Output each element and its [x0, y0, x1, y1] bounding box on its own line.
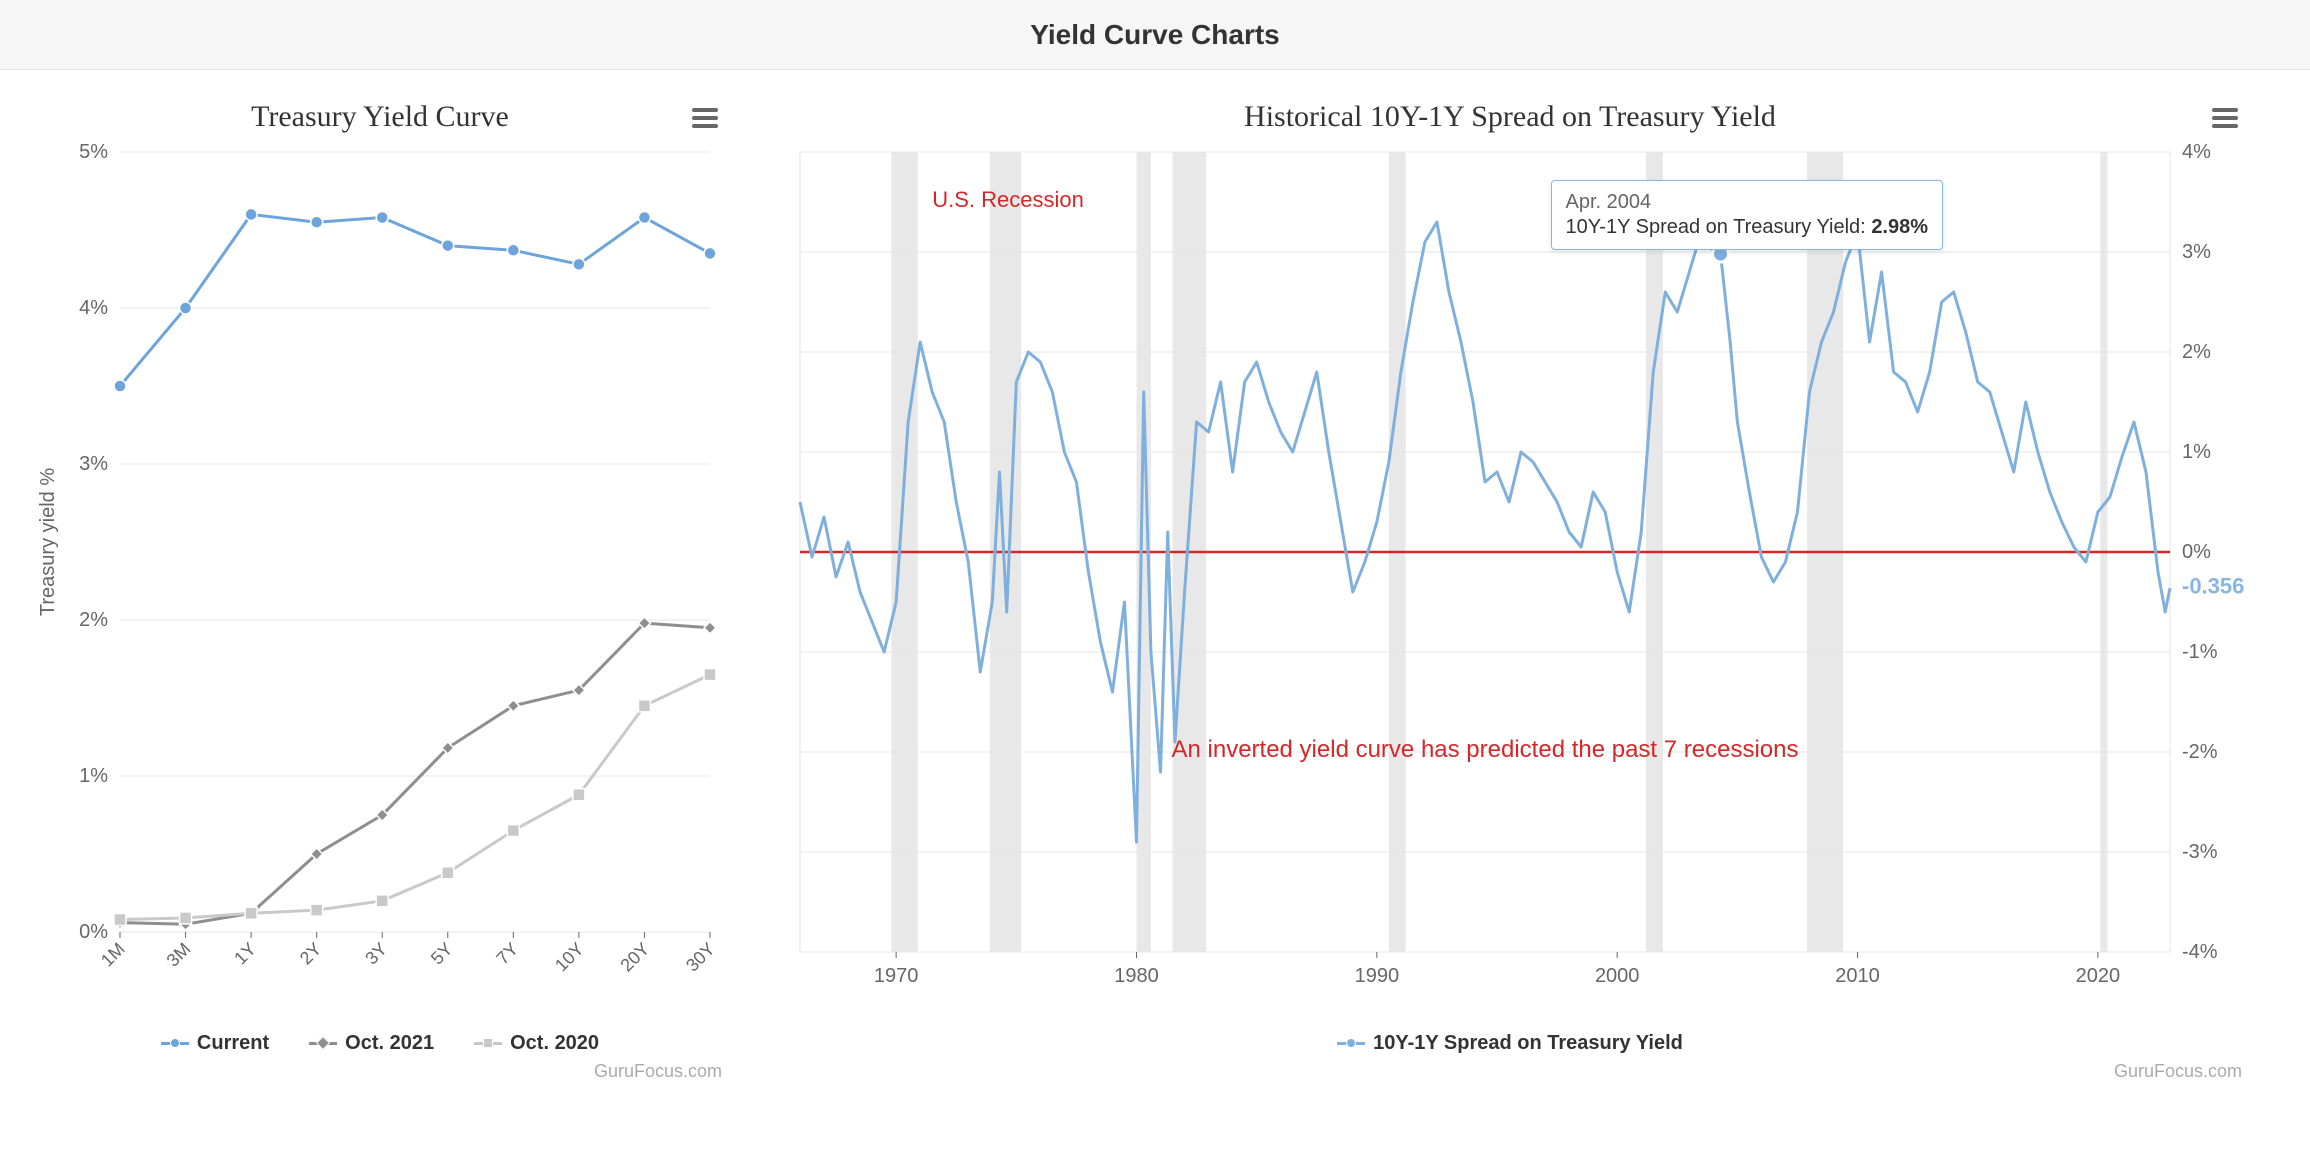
svg-text:1980: 1980	[1114, 965, 1159, 987]
svg-text:2010: 2010	[1835, 965, 1880, 987]
svg-text:2020: 2020	[2076, 965, 2121, 987]
legend-item[interactable]: Current	[161, 1032, 269, 1055]
svg-text:-1%: -1%	[2182, 641, 2218, 663]
svg-text:3M: 3M	[163, 939, 195, 971]
legend-item[interactable]: 10Y-1Y Spread on Treasury Yield	[1337, 1032, 1683, 1055]
svg-text:3Y: 3Y	[361, 939, 391, 969]
svg-text:4%: 4%	[79, 297, 108, 319]
svg-text:1%: 1%	[2182, 441, 2211, 463]
svg-text:-3%: -3%	[2182, 841, 2218, 863]
right-attribution: GuruFocus.com	[770, 1061, 2250, 1082]
tooltip-date: Apr. 2004	[1566, 191, 1929, 214]
charts-row: Treasury Yield Curve 0% 1% 2% 3% 4% 5% 1M 3M 1Y 2…	[0, 70, 2310, 1082]
historical-spread-panel: Historical 10Y-1Y Spread on Treasury Yie…	[770, 100, 2250, 1082]
svg-text:U.S. Recession: U.S. Recession	[932, 187, 1084, 212]
svg-text:3%: 3%	[79, 453, 108, 475]
left-chart-menu-icon[interactable]	[690, 104, 720, 132]
left-chart-svg: 0% 1% 2% 3% 4% 5% 1M 3M 1Y 2Y 3Y 5Y 7Y 10Y 20Y 30Y Treas…	[30, 142, 730, 1022]
legend-item[interactable]: Oct. 2020	[474, 1032, 599, 1055]
svg-text:5Y: 5Y	[427, 939, 457, 969]
svg-text:An inverted yield curve has pr: An inverted yield curve has predicted th…	[1171, 736, 1798, 763]
svg-text:2000: 2000	[1595, 965, 1640, 987]
right-chart-legend: 10Y-1Y Spread on Treasury Yield	[770, 1032, 2250, 1055]
page-header: Yield Curve Charts	[0, 0, 2310, 70]
tooltip-value: 10Y-1Y Spread on Treasury Yield: 2.98%	[1566, 216, 1929, 239]
svg-text:1970: 1970	[874, 965, 919, 987]
svg-text:Treasury yield %: Treasury yield %	[37, 468, 59, 616]
svg-text:1%: 1%	[79, 765, 108, 787]
svg-text:1Y: 1Y	[230, 939, 260, 969]
right-chart-svg: -4% -3% -2% -1% 0% 1% 2% 3% 4% 1970 1980 1990 2000 20…	[770, 142, 2250, 1022]
svg-text:-2%: -2%	[2182, 741, 2218, 763]
svg-text:2%: 2%	[2182, 341, 2211, 363]
legend-label: 10Y-1Y Spread on Treasury Yield	[1373, 1032, 1683, 1055]
page-title: Yield Curve Charts	[1030, 19, 1279, 51]
legend-label: Current	[197, 1032, 269, 1055]
legend-item[interactable]: Oct. 2021	[309, 1032, 434, 1055]
svg-text:7Y: 7Y	[492, 939, 522, 969]
svg-text:30Y: 30Y	[682, 939, 719, 976]
svg-text:5%: 5%	[79, 142, 108, 163]
svg-text:2Y: 2Y	[296, 939, 326, 969]
svg-text:-0.356: -0.356	[2182, 574, 2244, 599]
svg-text:1M: 1M	[97, 939, 129, 971]
svg-text:10Y: 10Y	[551, 939, 588, 976]
svg-text:4%: 4%	[2182, 142, 2211, 163]
right-chart-title: Historical 10Y-1Y Spread on Treasury Yie…	[770, 100, 2250, 134]
treasury-yield-curve-panel: Treasury Yield Curve 0% 1% 2% 3% 4% 5% 1M 3M 1Y 2…	[30, 100, 730, 1082]
svg-text:0%: 0%	[79, 921, 108, 943]
svg-text:2%: 2%	[79, 609, 108, 631]
svg-text:0%: 0%	[2182, 541, 2211, 563]
right-chart-menu-icon[interactable]	[2210, 104, 2240, 132]
svg-text:20Y: 20Y	[616, 939, 653, 976]
svg-text:3%: 3%	[2182, 241, 2211, 263]
svg-text:-4%: -4%	[2182, 941, 2218, 963]
legend-label: Oct. 2020	[510, 1032, 599, 1055]
left-attribution: GuruFocus.com	[30, 1061, 730, 1082]
left-chart-title: Treasury Yield Curve	[30, 100, 730, 134]
chart-tooltip: Apr. 2004 10Y-1Y Spread on Treasury Yiel…	[1551, 180, 1944, 250]
svg-text:1990: 1990	[1355, 965, 1400, 987]
legend-label: Oct. 2021	[345, 1032, 434, 1055]
left-chart-legend: Current Oct. 2021 Oct. 2020	[30, 1032, 730, 1055]
